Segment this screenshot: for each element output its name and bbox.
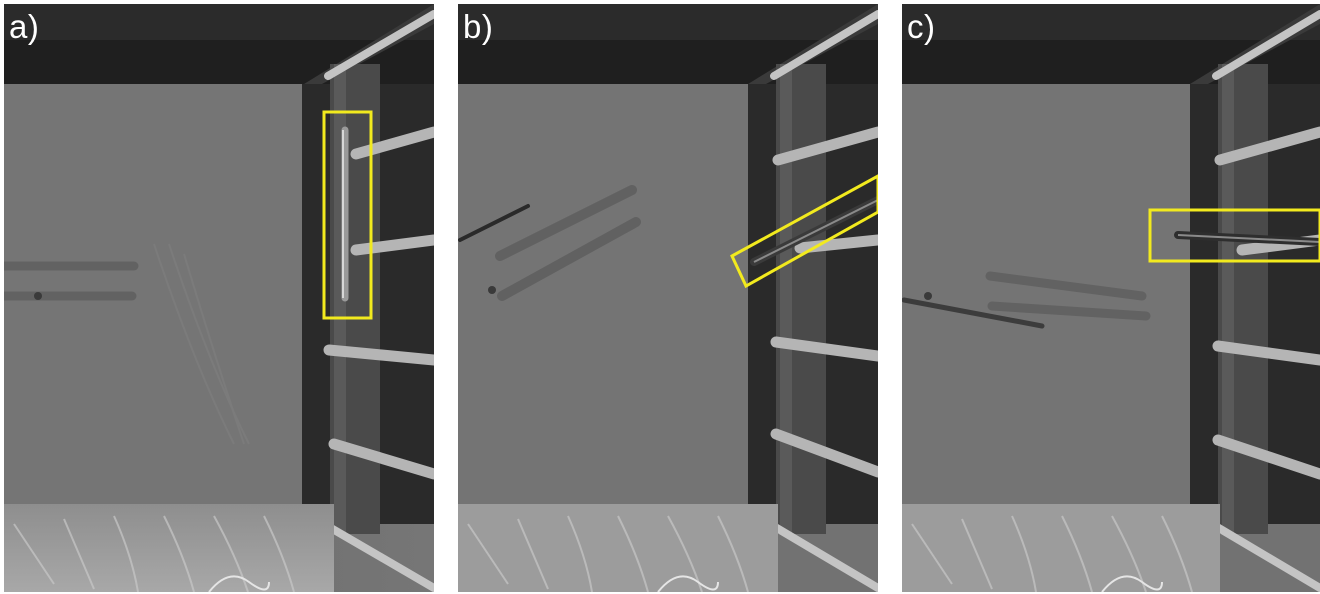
photo-panel-c: c) xyxy=(902,4,1320,592)
flow-tank-photo-b xyxy=(458,4,878,592)
photo-panel-a: a) xyxy=(4,4,434,592)
highlight-box-c xyxy=(1148,208,1320,263)
highlight-box-a xyxy=(322,110,373,320)
highlight-box-b xyxy=(730,174,878,289)
panel-label-c: c) xyxy=(907,8,936,45)
flow-tank-photo-c xyxy=(902,4,1320,592)
panel-label-a: a) xyxy=(9,8,40,45)
flow-tank-photo-a xyxy=(4,4,434,592)
panel-label-b: b) xyxy=(463,8,494,45)
photo-panel-b: b) xyxy=(458,4,878,592)
